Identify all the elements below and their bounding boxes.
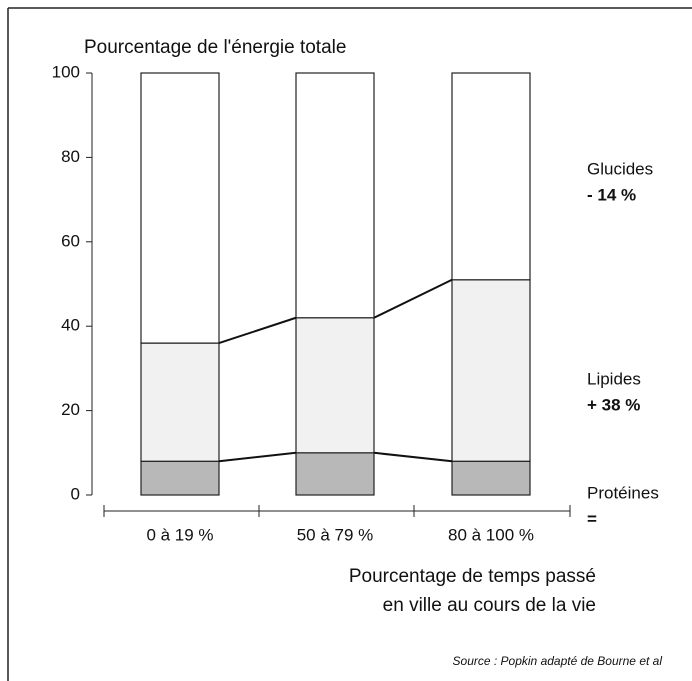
y-tick-label: 60 — [61, 231, 80, 250]
bar-segment — [295, 452, 375, 496]
x-tick-label: 0 à 19 % — [146, 525, 213, 544]
series-change: = — [587, 509, 597, 528]
connector — [373, 451, 453, 463]
x-axis-title: en ville au cours de la vie — [383, 595, 596, 616]
series-label: Protéines — [587, 483, 659, 502]
y-tick-label: 0 — [71, 484, 80, 503]
y-tick-label: 20 — [61, 400, 80, 419]
connector — [218, 316, 297, 345]
source: Source : Popkin adapté de Bourne et al — [453, 654, 663, 668]
x-axis-title: Pourcentage de temps passé — [349, 566, 596, 587]
series-change: - 14 % — [587, 185, 636, 204]
x-tick-label: 80 à 100 % — [448, 525, 534, 544]
bar-segment — [140, 72, 220, 344]
y-tick-label: 100 — [52, 62, 80, 81]
connector — [373, 278, 453, 319]
bar-segment — [295, 317, 375, 454]
bar-segment — [140, 460, 220, 496]
y-axis-title: Pourcentage de l'énergie totale — [84, 37, 346, 58]
bar-segment — [140, 342, 220, 462]
series-label: Lipides — [587, 369, 641, 388]
bar-segment — [295, 72, 375, 319]
y-tick-label: 40 — [61, 316, 80, 335]
y-tick-label: 80 — [61, 147, 80, 166]
bar-segment — [451, 460, 531, 496]
x-tick-label: 50 à 79 % — [297, 525, 374, 544]
bar-segment — [451, 279, 531, 462]
connector — [218, 451, 297, 463]
series-label: Glucides — [587, 159, 653, 178]
bar-segment — [451, 72, 531, 281]
series-change: + 38 % — [587, 395, 640, 414]
